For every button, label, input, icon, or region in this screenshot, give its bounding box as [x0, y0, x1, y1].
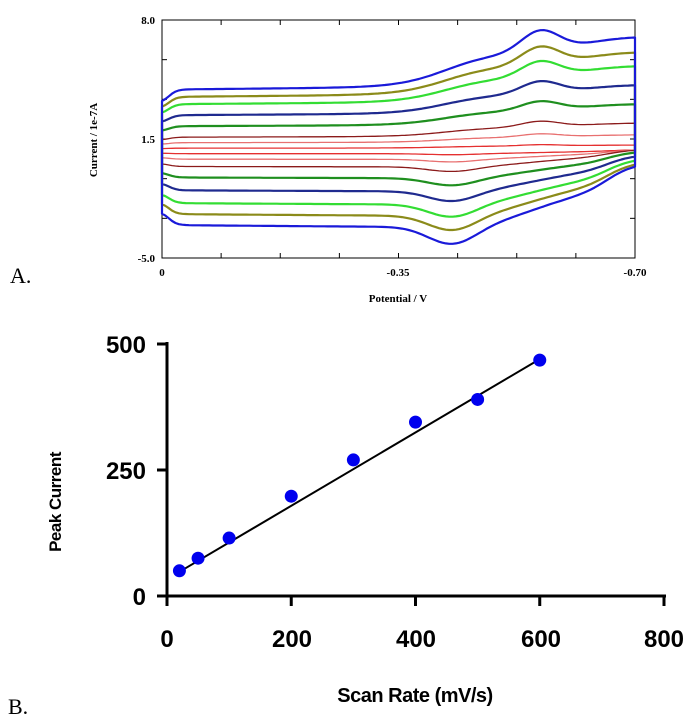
panel-b-label: B.: [8, 694, 28, 719]
scan-rate-chart: 500 250 0 0 200 400 600 800 Scan Rate (m…: [8, 332, 684, 719]
cv-y-tick-mid: 1.5: [141, 134, 155, 146]
cv-y-tick-top: 8.0: [141, 15, 155, 27]
cv-y-axis-label: Current / 1e-7A: [88, 103, 100, 177]
scan-data-point: [172, 564, 186, 578]
cv-x-axis-label: Potential / V: [369, 293, 428, 305]
scan-x-axis-label: Scan Rate (mV/s): [337, 685, 492, 707]
scan-data-point: [346, 453, 360, 467]
cv-plot-frame: [161, 19, 636, 259]
cyclic-voltammogram-chart: 8.0 1.5 -5.0 0 -0.35 -0.70 Potential / V…: [10, 15, 647, 305]
cv-x-tick-0: 0: [159, 267, 165, 279]
scan-data-point: [191, 551, 205, 565]
scan-x-tick-200: 200: [272, 626, 312, 653]
scan-x-tick-600: 600: [521, 626, 561, 653]
scan-data-point: [471, 392, 485, 406]
scan-data-point: [284, 489, 298, 503]
cv-x-tick-end: -0.70: [624, 267, 647, 279]
scan-y-axis-label: Peak Current: [46, 451, 65, 552]
scan-x-tick-800: 800: [644, 626, 684, 653]
scan-data-point: [533, 353, 547, 367]
scan-y-tick-250: 250: [106, 458, 146, 485]
scan-data-point: [409, 415, 422, 429]
scan-x-tick-400: 400: [396, 626, 436, 653]
cv-x-tick-mid: -0.35: [387, 267, 410, 279]
cv-series-3: [161, 120, 636, 173]
panel-a-label: A.: [10, 263, 31, 288]
cv-series-8: [160, 29, 637, 245]
scan-data-point: [222, 531, 236, 545]
scan-y-tick-500: 500: [106, 332, 146, 359]
scan-x-tick-0: 0: [160, 626, 173, 653]
scan-y-tick-0: 0: [133, 584, 146, 611]
cv-series-1: [161, 143, 636, 156]
cv-y-tick-bottom: -5.0: [138, 253, 156, 265]
